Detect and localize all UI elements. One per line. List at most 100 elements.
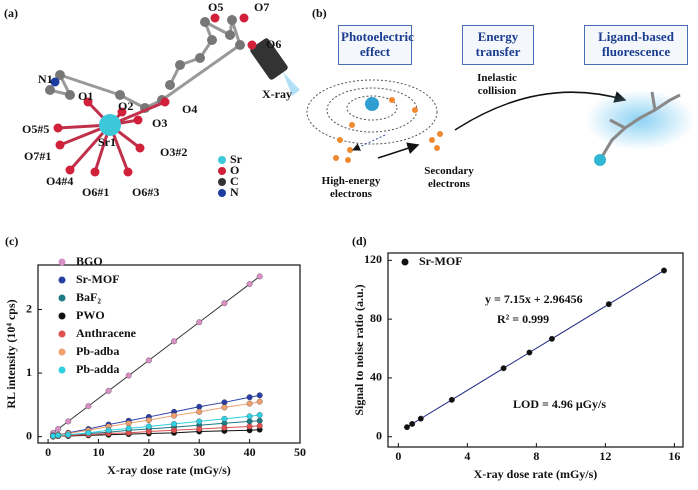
panel-label: (d) [352,234,367,248]
atom-label: O5 [208,0,223,14]
x-axis-title: X-ray dose rate (mGy/s) [107,463,231,477]
x-axis-title: X-ray dose rate (mGy/s) [474,467,598,481]
oxygen-atom [123,167,133,177]
atom-label: O4 [182,102,197,116]
oxygen-atom [55,140,65,150]
carbon-atom [235,40,245,50]
oxygen-atom [135,143,145,153]
process-box: Energy transfer [462,25,534,65]
process-box: Ligand-based fluorescence [584,25,688,65]
annotation: LOD = 4.96 μGy/s [513,397,606,411]
carbon-atom [227,15,237,25]
data-point [221,300,228,307]
atom-label: O3#2 [160,145,187,159]
legend-marker [58,258,66,266]
atom-label: O3 [152,116,167,130]
process-box: Photoelectric effect [338,25,414,65]
data-point [105,387,112,394]
data-point [256,422,263,429]
data-point [448,396,455,403]
x-tick-label: 30 [193,445,205,459]
data-point [500,365,507,372]
carbon-atom [115,90,125,100]
data-point [404,424,410,431]
data-point [55,426,62,432]
atom-label: O1 [78,89,93,103]
nucleus [365,97,379,111]
process-note: Secondary electrons [424,165,474,190]
data-point [196,403,203,410]
legend-label: BGO [76,254,103,268]
electrons [333,97,443,163]
carbon-atom [45,85,55,95]
legend-marker [218,156,226,164]
data-point [85,429,92,436]
arrow [454,91,627,131]
atom-label: Sr1 [98,135,116,149]
data-point [105,427,112,434]
data-point [661,267,667,274]
xray-source [250,38,288,80]
y-axis-title: RL intensity (10⁴ cps) [4,299,18,408]
legend-label: Anthracene [76,326,137,340]
data-point [246,418,253,425]
x-tick-label: 50 [294,445,306,459]
legend-marker [58,294,66,302]
legend-label: Pb-adda [76,362,119,376]
data-point [171,427,177,434]
data-point [221,399,228,406]
data-point [125,420,132,427]
y-tick-label: 0 [376,428,382,442]
carbon-atom [200,17,210,27]
data-point [246,400,253,407]
legend-marker [58,348,66,356]
atom-label: N1 [38,72,53,86]
data-point [221,404,228,411]
legend-marker [58,312,66,320]
data-point [65,418,72,425]
data-point [55,432,62,439]
atom-label: O6 [266,37,281,51]
atom-label: O2 [118,99,133,113]
source-label: X-ray [262,87,292,101]
oxygen-atom [133,115,143,125]
legend-marker [218,178,226,186]
data-point [256,392,263,399]
carbon-atom [225,30,235,40]
data-point [256,398,263,405]
data-point [526,349,533,356]
legend-marker [58,366,66,374]
data-point [171,420,177,427]
data-point [145,417,152,424]
x-tick-label: 8 [533,449,539,463]
data-point [221,424,228,431]
oxygen-atom [83,97,93,107]
data-point [246,423,253,430]
x-tick-label: 0 [45,445,51,459]
atom-label: O7#1 [24,149,51,163]
data-point [409,420,416,427]
x-tick-label: 16 [668,449,680,463]
y-tick-label: 80 [370,311,382,325]
x-tick-label: 0 [395,449,401,463]
x-tick-label: 10 [92,445,104,459]
annotation: R² = 0.999 [497,312,549,326]
process-note: High-energy electrons [321,175,381,200]
legend-marker [58,330,66,338]
arrow [377,142,420,159]
data-point [145,423,152,430]
data-point [196,426,203,432]
y-tick-label: 40 [370,370,382,384]
oxygen-atom [117,107,127,117]
atom-diagram [306,79,438,145]
sr-atom [594,154,606,166]
carbon-atom [65,90,75,100]
data-point [196,418,203,425]
molecule-b [598,91,681,161]
y-tick-label: 120 [364,252,382,266]
process-note: Inelastic collision [477,72,517,97]
data-point [171,338,177,345]
data-point [256,412,263,418]
legend-label: C [230,174,239,188]
